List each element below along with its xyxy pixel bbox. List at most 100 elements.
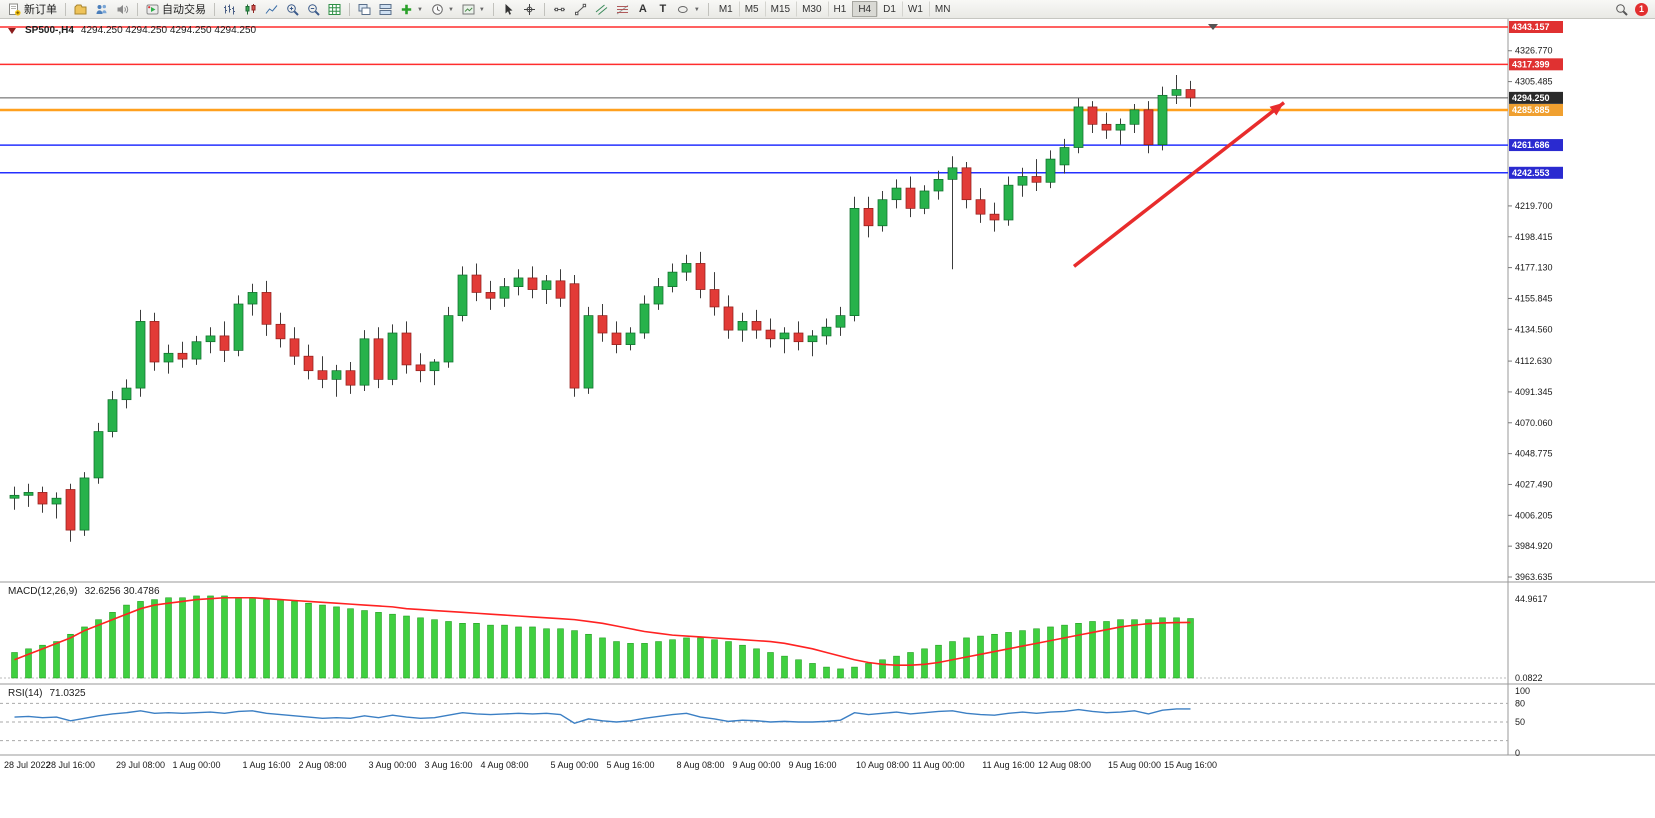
price-line-box[interactable] (1509, 139, 1563, 152)
macd-histogram-bar (851, 666, 858, 679)
symbol-triangle-icon (8, 27, 16, 34)
template-button[interactable] (458, 1, 489, 18)
macd-histogram-bar (683, 637, 690, 679)
search-button[interactable] (1611, 1, 1632, 18)
crosshair-tool-button[interactable] (519, 1, 540, 18)
toolbar-separator (543, 2, 545, 16)
macd-histogram-bar (263, 599, 270, 679)
price-line-box[interactable] (1509, 103, 1563, 116)
candle-body (275, 323, 286, 340)
timeframe-w1-button[interactable]: W1 (901, 1, 929, 17)
zoom-in-button[interactable] (282, 1, 303, 18)
candle-body (51, 497, 62, 505)
price-tick-label: 4155.845 (1515, 293, 1553, 303)
candle-body (1003, 184, 1014, 221)
price-tick-label: 4326.770 (1515, 46, 1553, 56)
price-tick-label: 4048.775 (1515, 449, 1553, 459)
new-order-icon (8, 3, 21, 16)
speaker-icon (116, 3, 129, 16)
price-line-box-text: 4317.399 (1512, 59, 1550, 69)
label-tool-button[interactable]: T (653, 1, 673, 18)
fibonacci-icon (616, 3, 629, 16)
macd-histogram-bar (25, 648, 32, 679)
timeframe-mn-button[interactable]: MN (928, 1, 957, 17)
macd-histogram-bar (249, 597, 256, 679)
price-line-box[interactable] (1509, 21, 1563, 33)
macd-histogram-bar (711, 639, 718, 679)
grid-toggle-button[interactable] (324, 1, 345, 18)
timeframe-h4-button[interactable]: H4 (852, 1, 878, 17)
candle-body (975, 199, 986, 215)
candle-body (373, 338, 384, 380)
macd-histogram-bar (753, 648, 760, 679)
trend-arrow[interactable] (1072, 101, 1286, 268)
candle-body (849, 208, 860, 316)
macd-histogram-bar (823, 666, 830, 679)
candle-body (541, 280, 552, 290)
tile-windows-button[interactable] (375, 1, 396, 18)
text-tool-button[interactable]: A (633, 1, 653, 18)
cursor-tool-button[interactable] (498, 1, 519, 18)
macd-histogram-bar (305, 602, 312, 679)
macd-histogram-bar (767, 652, 774, 679)
macd-histogram-bar (725, 641, 732, 679)
chart-profile-button[interactable] (70, 1, 91, 18)
timeframe-m1-button[interactable]: M1 (713, 1, 739, 17)
timeframe-d1-button[interactable]: D1 (877, 1, 902, 17)
search-icon (1615, 3, 1628, 16)
macd-histogram-bar (1061, 624, 1068, 679)
macd-histogram-bar (403, 615, 410, 679)
market-watch-button[interactable] (91, 1, 112, 18)
add-indicator-button[interactable] (396, 1, 427, 18)
price-tick-label: 4006.205 (1515, 510, 1553, 520)
add-indicator-icon (400, 3, 413, 16)
zoom-out-icon (307, 3, 320, 16)
macd-histogram-bar (1103, 621, 1110, 679)
auto-trading-button[interactable]: 自动交易 (142, 1, 210, 18)
new-order-button[interactable]: 新订单 (4, 1, 61, 18)
macd-name-text: MACD(12,26,9) (8, 586, 78, 597)
notification-badge[interactable]: 1 (1635, 2, 1648, 16)
line-chart-type-button[interactable] (261, 1, 282, 18)
trendline-tool-button[interactable] (570, 1, 591, 18)
candle-body (1115, 123, 1126, 131)
macd-histogram-bar (739, 644, 746, 679)
macd-histogram-bar (613, 641, 620, 679)
shapes-icon (677, 3, 690, 16)
horizontal-line-tool-button[interactable] (549, 1, 570, 18)
rsi-axis-label: 50 (1515, 717, 1525, 727)
timeframe-m5-button[interactable]: M5 (738, 1, 765, 17)
chart-shift-marker[interactable] (1208, 24, 1218, 30)
period-button[interactable] (427, 1, 458, 18)
price-tick-label: 4305.485 (1515, 77, 1553, 87)
candlestick-chart-type-button[interactable] (240, 1, 261, 18)
candle-body (1059, 147, 1070, 166)
price-line-box[interactable] (1509, 166, 1563, 179)
chart-background (0, 19, 1655, 818)
price-tick-label: 4070.060 (1515, 418, 1553, 428)
candle-body (177, 352, 188, 360)
macd-histogram-bar (445, 621, 452, 679)
new-chart-window-button[interactable] (354, 1, 375, 18)
timeframe-m30-button[interactable]: M30 (796, 1, 827, 17)
tile-windows-icon (379, 3, 392, 16)
ohlc-bars-icon (223, 3, 236, 16)
timeframe-m15-button[interactable]: M15 (764, 1, 796, 17)
bar-chart-type-button[interactable] (219, 1, 240, 18)
macd-histogram-bar (165, 597, 172, 679)
macd-axis-bottom-label: 0.0822 (1515, 673, 1543, 683)
macd-histogram-bar (221, 595, 228, 679)
time-axis-label: 9 Aug 00:00 (732, 760, 780, 770)
candle-body (751, 321, 762, 331)
channel-tool-button[interactable] (591, 1, 612, 18)
shapes-tool-button[interactable] (673, 1, 704, 18)
alerts-button[interactable] (112, 1, 133, 18)
macd-histogram-bar (977, 635, 984, 679)
fibonacci-tool-button[interactable] (612, 1, 633, 18)
zoom-out-button[interactable] (303, 1, 324, 18)
price-line-box[interactable] (1509, 58, 1563, 71)
price-tick-label: 3984.920 (1515, 541, 1553, 551)
timeframe-h1-button[interactable]: H1 (827, 1, 853, 17)
chart-canvas[interactable]: 4326.770 4305.485 4219.700 4198.415 4177.130… (0, 19, 1655, 818)
candle-body (639, 303, 650, 334)
